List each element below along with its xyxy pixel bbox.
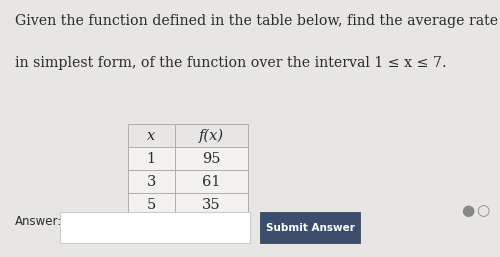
Text: 35: 35 — [202, 198, 220, 212]
Bar — [128, 124, 175, 147]
Text: f(x): f(x) — [198, 128, 224, 143]
Bar — [60, 212, 250, 243]
Bar — [128, 170, 175, 194]
Bar — [260, 212, 360, 243]
Text: Given the function defined in the table below, find the average rate of change,: Given the function defined in the table … — [15, 14, 500, 28]
Text: x: x — [147, 129, 156, 143]
Text: 17: 17 — [202, 221, 220, 235]
Bar — [175, 147, 248, 170]
Text: ●: ● — [461, 203, 474, 218]
Text: 3: 3 — [146, 175, 156, 189]
Text: 61: 61 — [202, 175, 220, 189]
Text: ○: ○ — [476, 203, 489, 218]
Bar — [128, 194, 175, 216]
Text: 1: 1 — [146, 152, 156, 166]
Text: Submit Answer: Submit Answer — [266, 223, 354, 233]
Bar — [175, 170, 248, 194]
Text: 95: 95 — [202, 152, 220, 166]
Bar — [175, 124, 248, 147]
Text: 5: 5 — [146, 198, 156, 212]
Bar — [128, 216, 175, 240]
Bar — [128, 147, 175, 170]
Text: in simplest form, of the function over the interval 1 ≤ x ≤ 7.: in simplest form, of the function over t… — [15, 56, 446, 70]
Text: 7: 7 — [146, 221, 156, 235]
Bar — [175, 216, 248, 240]
Text: Answer:: Answer: — [15, 215, 62, 228]
Bar — [175, 194, 248, 216]
